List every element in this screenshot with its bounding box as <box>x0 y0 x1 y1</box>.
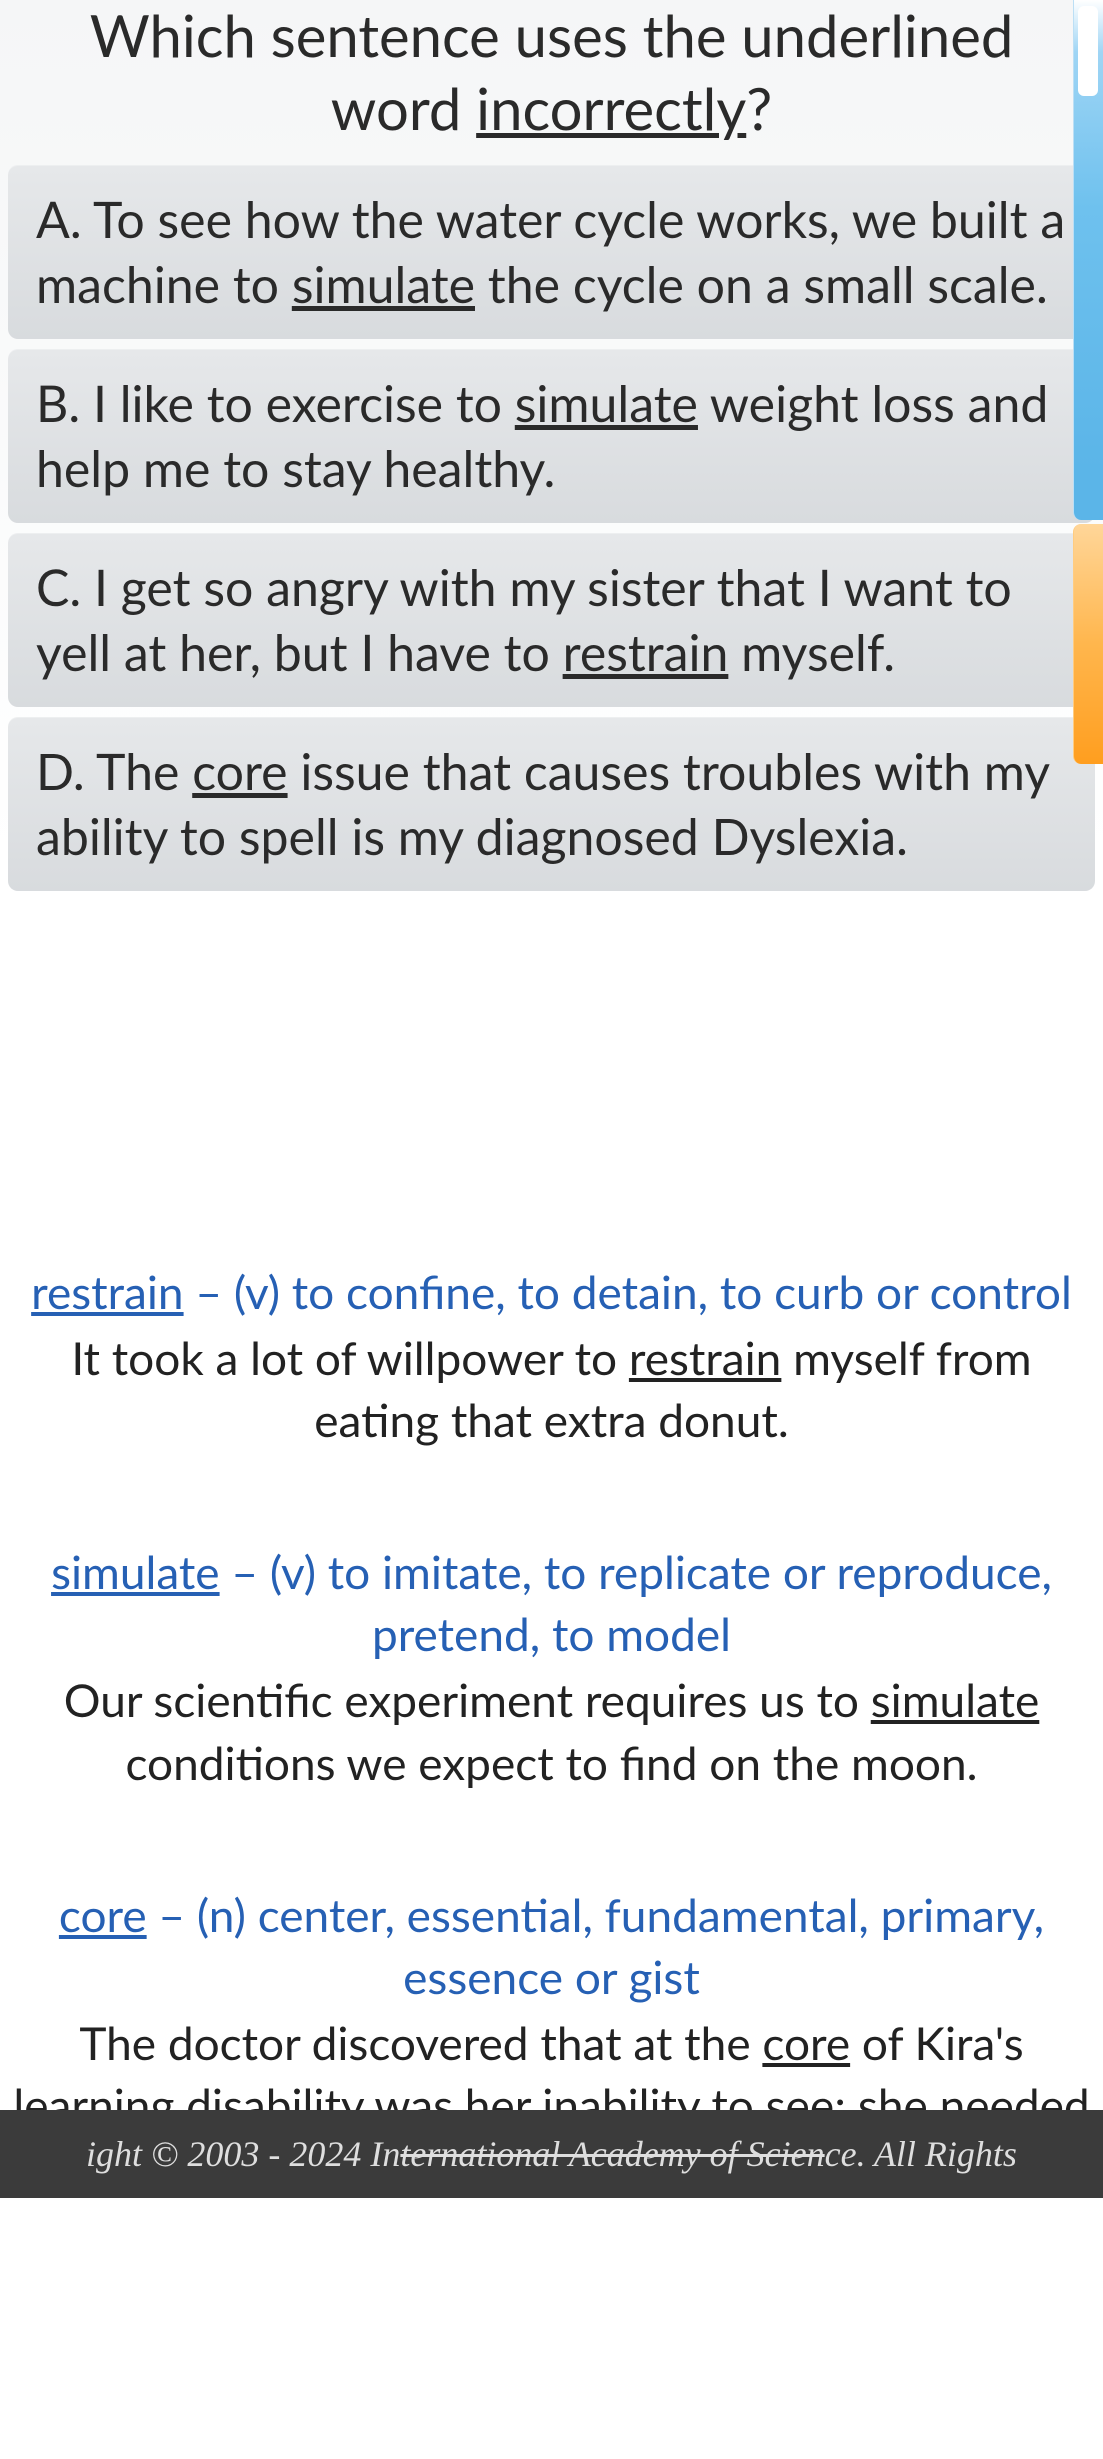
footer-copyright: ight © 2003 - 2024 International Academy… <box>0 2110 1103 2198</box>
answer-pre: The <box>85 741 193 801</box>
answer-option-c[interactable]: C. I get so angry with my sister that I … <box>8 533 1095 707</box>
example-pre: It took a lot of willpower to <box>71 1330 629 1385</box>
footer-strike: ternational Academy of Scien <box>400 2133 824 2175</box>
definition-simulate: simulate – (v) to imitate, to replicate … <box>10 1541 1093 1793</box>
example-underlined: core <box>762 2015 850 2070</box>
definition-term: core <box>59 1887 147 1942</box>
answer-underlined: core <box>192 741 287 801</box>
question-post: ? <box>746 74 772 143</box>
definition-head: core – (n) center, essential, fundamenta… <box>10 1884 1093 2008</box>
definitions-section: restrain – (v) to confine, to detain, to… <box>0 1261 1103 2198</box>
answer-list: A. To see how the water cycle works, we … <box>0 165 1103 891</box>
footer-post: ce. All Rights <box>825 2133 1017 2175</box>
definition-example: It took a lot of willpower to restrain m… <box>10 1327 1093 1451</box>
example-underlined: simulate <box>871 1672 1040 1727</box>
answer-underlined: simulate <box>292 254 475 314</box>
definition-term: restrain <box>31 1264 183 1319</box>
example-post: conditions we expect to find on the moon… <box>125 1735 977 1790</box>
answer-letter: A. <box>36 189 82 249</box>
side-panel-orange[interactable] <box>1073 524 1103 764</box>
example-pre: The doctor discovered that at the <box>79 2015 762 2070</box>
definition-head: simulate – (v) to imitate, to replicate … <box>10 1541 1093 1665</box>
answer-underlined: restrain <box>563 622 729 682</box>
answer-post: myself. <box>728 622 895 682</box>
definition-posdef: – (n) center, essential, fundamental, pr… <box>147 1887 1044 2004</box>
footer-pre: ight © 2003 - 2024 In <box>86 2133 400 2175</box>
answer-option-d[interactable]: D. The core issue that causes troubles w… <box>8 717 1095 891</box>
answer-option-a[interactable]: A. To see how the water cycle works, we … <box>8 165 1095 339</box>
example-pre: Our scientific experiment requires us to <box>64 1672 871 1727</box>
answer-pre: I like to exercise to <box>80 373 515 433</box>
example-underlined: restrain <box>629 1330 781 1385</box>
definition-term: simulate <box>51 1544 220 1599</box>
question-text: Which sentence uses the underlined word … <box>0 0 1103 155</box>
answer-letter: D. <box>36 741 85 801</box>
definition-posdef: – (v) to imitate, to replicate or reprod… <box>220 1544 1052 1661</box>
definition-posdef: – (v) to confine, to detain, to curb or … <box>184 1264 1072 1319</box>
side-panel-blue[interactable] <box>1073 0 1103 520</box>
definition-restrain: restrain – (v) to confine, to detain, to… <box>10 1261 1093 1451</box>
answer-post: the cycle on a small scale. <box>475 254 1048 314</box>
answer-underlined: simulate <box>515 373 698 433</box>
question-underlined: incorrectly <box>476 74 746 143</box>
definition-head: restrain – (v) to confine, to detain, to… <box>10 1261 1093 1323</box>
answer-option-b[interactable]: B. I like to exercise to simulate weight… <box>8 349 1095 523</box>
answer-letter: B. <box>36 373 80 433</box>
answer-letter: C. <box>36 557 81 617</box>
definition-example: Our scientific experiment requires us to… <box>10 1669 1093 1793</box>
